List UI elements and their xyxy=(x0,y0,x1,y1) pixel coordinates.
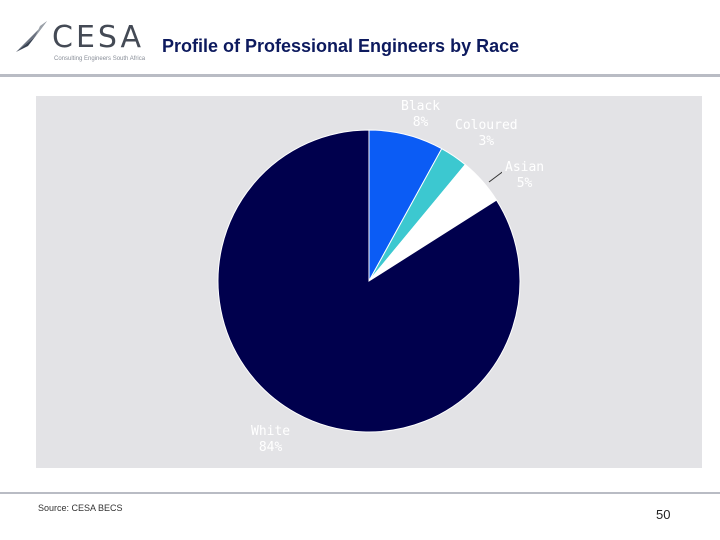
compass-icon xyxy=(16,21,47,52)
data-label-black-name: Black xyxy=(401,99,441,114)
data-label-coloured-name: Coloured xyxy=(455,118,518,133)
data-label-black: Black 8% xyxy=(398,98,444,132)
source-note: Source: CESA BECS xyxy=(38,503,123,513)
logo-wordmark: CESA xyxy=(52,20,145,55)
page-number: 50 xyxy=(656,507,671,522)
data-label-black-value: 8% xyxy=(412,115,429,130)
data-label-asian-value: 5% xyxy=(516,176,533,191)
footer-divider xyxy=(0,492,720,494)
data-label-coloured: Coloured 3% xyxy=(452,117,521,151)
data-label-asian: Asian 5% xyxy=(502,159,548,193)
data-label-white: White 84% xyxy=(248,423,294,457)
pie-chart-canvas xyxy=(217,129,521,433)
pie-chart: Black 8% Coloured 3% Asian 5% White 84% xyxy=(36,96,702,468)
logo-tagline: Consulting Engineers South Africa xyxy=(54,56,146,62)
data-label-white-value: 84% xyxy=(258,440,283,455)
header-divider xyxy=(0,74,720,77)
page-title: Profile of Professional Engineers by Rac… xyxy=(162,36,520,56)
data-label-asian-name: Asian xyxy=(505,160,545,175)
data-label-white-name: White xyxy=(251,424,291,439)
data-label-coloured-value: 3% xyxy=(478,134,495,149)
cesa-logo: CESA Consulting Engineers South Africa xyxy=(14,16,146,68)
pie-slice-white xyxy=(217,129,521,433)
